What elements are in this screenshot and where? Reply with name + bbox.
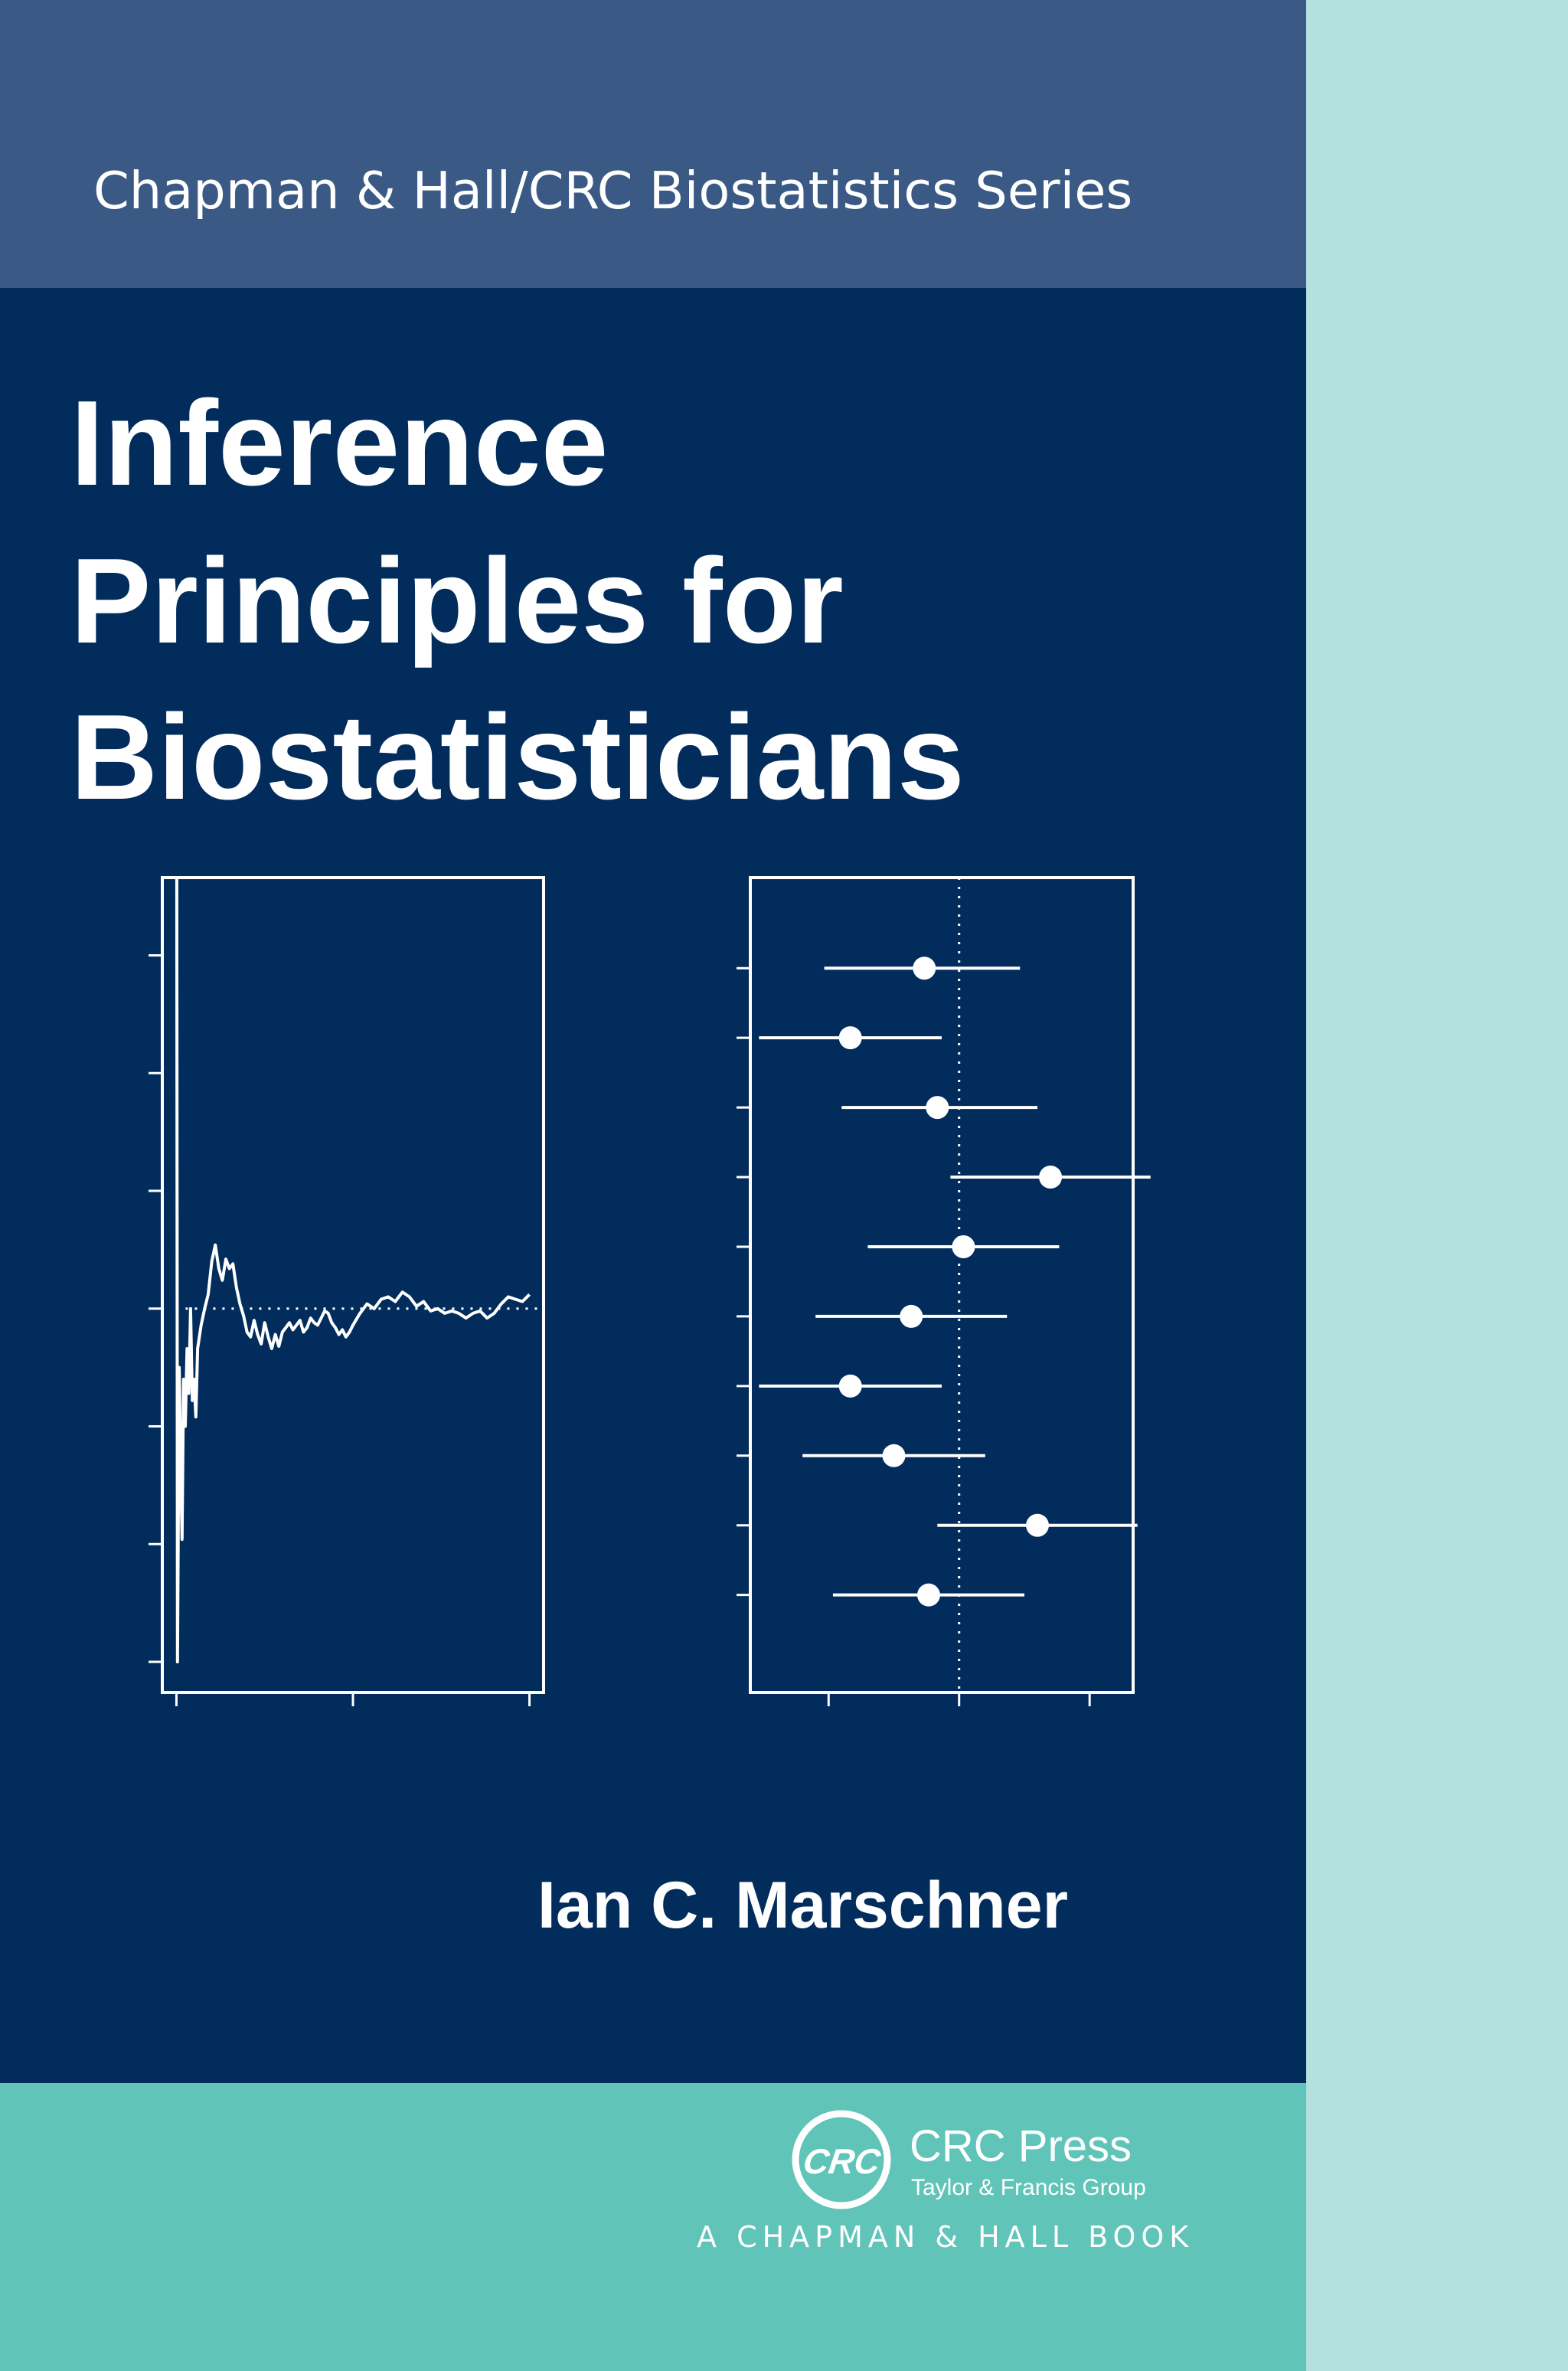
author-name: Ian C. Marschner	[537, 1869, 1068, 1942]
imprint-line: A CHAPMAN & HALL BOOK	[697, 2220, 1194, 2254]
relative-frequency-chart	[149, 876, 545, 1706]
point-estimate	[926, 1096, 949, 1120]
book-cover: Chapman & Hall/CRC Biostatistics Series …	[0, 0, 1306, 2371]
repeated-samples-chart	[737, 876, 1151, 1706]
plot-frame	[161, 876, 545, 1694]
point-estimate	[1026, 1513, 1049, 1537]
point-estimate	[916, 1583, 940, 1607]
title-line-3: Biostatisticians	[70, 690, 965, 825]
publisher-band	[0, 2083, 1306, 2371]
relative-frequency-line	[175, 877, 531, 1663]
crc-logo-mark: CRC	[801, 2141, 884, 2181]
point-estimate	[838, 1374, 862, 1398]
point-estimate	[1039, 1166, 1063, 1189]
title-line-1: Inference	[70, 376, 609, 511]
title-line-2: Principles for	[70, 534, 844, 669]
publisher-group: Taylor & Francis Group	[911, 2175, 1146, 2200]
point-estimate	[838, 1026, 862, 1050]
series-title: Chapman & Hall/CRC Biostatistics Series	[93, 161, 1133, 221]
point-estimate	[952, 1235, 975, 1258]
point-estimate	[882, 1444, 906, 1467]
point-estimate	[900, 1304, 923, 1328]
point-estimate	[913, 957, 936, 980]
series-band: Chapman & Hall/CRC Biostatistics Series	[0, 0, 1306, 288]
main-panel	[0, 288, 1306, 2083]
publisher-name: CRC Press	[910, 2121, 1132, 2171]
plot-frame	[749, 876, 1135, 1694]
crc-logo-ring-icon	[792, 2110, 891, 2209]
crc-press-logo: CRC CRC Press Taylor & Francis Group	[792, 2110, 1146, 2209]
